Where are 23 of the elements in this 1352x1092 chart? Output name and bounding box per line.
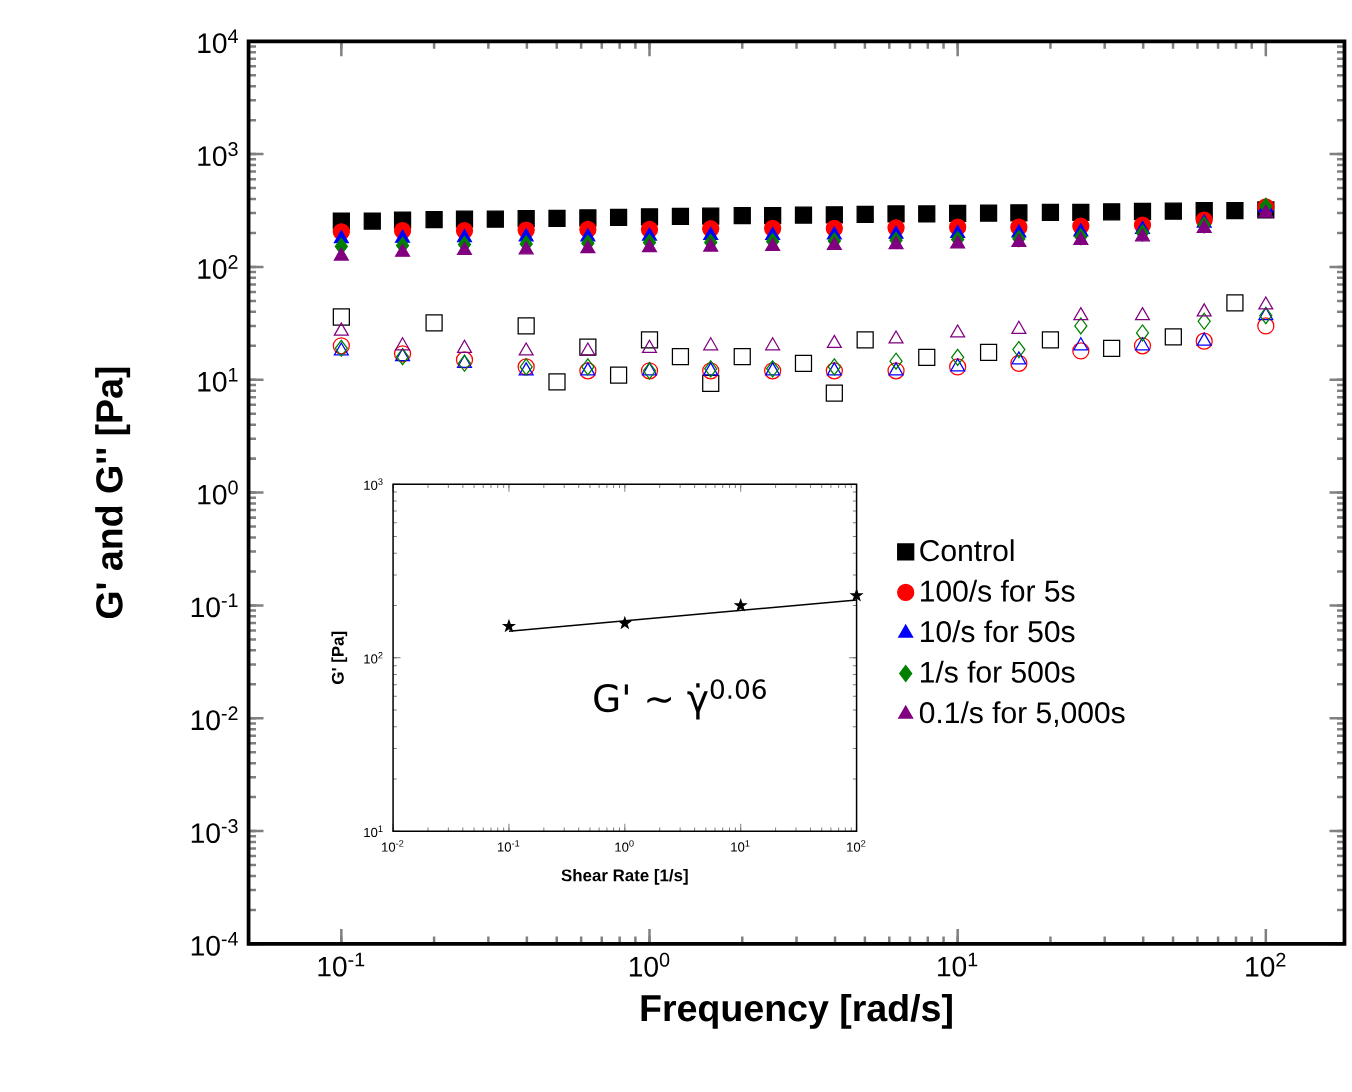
y-tick-label: 10$^{1}$ (198, 367, 238, 392)
y-tick-label: 10$^{2}$ (198, 254, 238, 279)
x-tick-label: 10$^{2}$ (1246, 952, 1286, 977)
x-tick-label: 10$^{-1}$ (318, 952, 365, 977)
y-tick-label: 10$^{-2}$ (191, 706, 238, 731)
x-axis-title: Frequency [rad/s] (641, 993, 952, 1029)
legend-label: 1/s for 500s (920, 660, 1075, 683)
legend-label: 0.1/s for 5,000s (919, 701, 1125, 727)
legend-label: 10/s for 50s (920, 620, 1075, 643)
y-axis-title: G' [Pa] (331, 631, 348, 684)
y-tick-label: 10$^{4}$ (198, 29, 238, 54)
x-tick-label: 10$^{0}$ (629, 952, 670, 977)
annotation: G' ~ γ̇$^{0.06}$ (594, 679, 766, 720)
y-tick-label: 10$^{-3}$ (191, 819, 238, 843)
legend-label: Control (920, 539, 1014, 562)
y-tick-label: 10$^{-4}$ (191, 931, 238, 956)
y-tick-label: 10$^{-1}$ (191, 593, 238, 618)
x-tick-label: 10$^{1}$ (938, 952, 978, 977)
y-tick-label: 10$^{0}$ (198, 480, 238, 505)
y-tick-label: 10$^{3}$ (198, 142, 238, 167)
legend-label: 100/s for 5s (920, 579, 1075, 602)
y-axis-title: G' and G'' [Pa] (95, 367, 131, 619)
x-axis-title: Shear Rate [1/s] (561, 868, 688, 885)
